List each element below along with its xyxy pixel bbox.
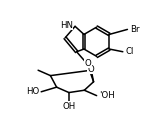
Text: 'OH: 'OH xyxy=(99,91,115,100)
Text: Br: Br xyxy=(130,25,139,34)
Text: HO: HO xyxy=(26,87,39,96)
Text: Cl: Cl xyxy=(125,47,134,56)
Text: O: O xyxy=(85,59,91,68)
Text: HN: HN xyxy=(60,21,73,30)
Text: OH: OH xyxy=(62,102,76,111)
Text: O: O xyxy=(88,65,95,74)
